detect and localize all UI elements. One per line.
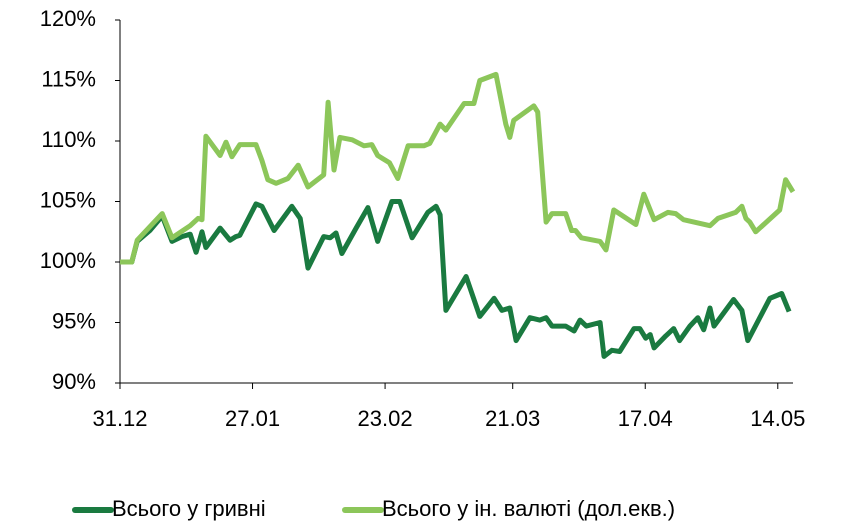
- x-tick-label: 27.01: [225, 406, 280, 431]
- series-line: [120, 71, 796, 265]
- x-tick-label: 23.02: [358, 406, 413, 431]
- x-tick-label: 21.03: [485, 406, 540, 431]
- y-tick-label: 115%: [41, 66, 96, 91]
- y-tick-label: 100%: [40, 248, 96, 273]
- series-line: [120, 199, 792, 359]
- x-tick-label: 17.04: [618, 406, 673, 431]
- x-tick-label: 31.12: [92, 406, 147, 431]
- legend-label: Всього у ін. валюті (дол.екв.): [382, 496, 675, 521]
- y-tick-label: 110%: [41, 127, 96, 152]
- y-tick-label: 95%: [52, 308, 96, 333]
- y-tick-label: 105%: [40, 187, 96, 212]
- y-tick-label: 90%: [52, 369, 96, 394]
- x-tick-label: 14.05: [750, 406, 805, 431]
- y-tick-label: 120%: [40, 6, 96, 31]
- legend-label: Всього у гривні: [112, 496, 266, 521]
